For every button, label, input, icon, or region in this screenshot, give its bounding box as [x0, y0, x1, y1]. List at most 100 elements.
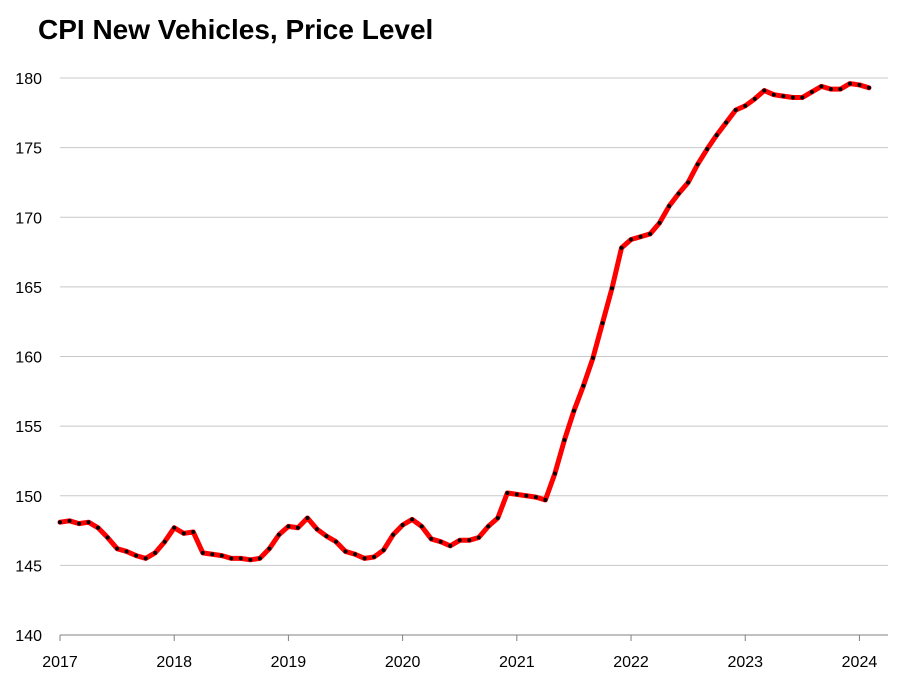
data-point	[124, 549, 129, 554]
data-point	[286, 524, 291, 529]
data-point	[600, 321, 605, 326]
data-point	[238, 556, 243, 561]
data-point	[381, 548, 386, 553]
data-point	[476, 535, 481, 540]
data-point	[267, 546, 272, 551]
data-point	[67, 518, 72, 523]
data-point	[229, 556, 234, 561]
y-axis-labels: 140 145 150 155 160 165 170 175 180	[15, 71, 42, 645]
data-point	[153, 550, 158, 555]
data-point	[724, 120, 729, 125]
data-point	[372, 555, 377, 560]
data-point	[210, 552, 215, 557]
data-point	[257, 556, 262, 561]
data-point	[771, 92, 776, 97]
x-tick-label: 2018	[156, 654, 192, 671]
data-point	[495, 516, 500, 521]
data-point	[781, 94, 786, 99]
data-point	[86, 520, 91, 525]
data-point	[391, 532, 396, 537]
data-point	[143, 556, 148, 561]
data-point	[334, 539, 339, 544]
data-point	[77, 521, 82, 526]
data-point	[571, 408, 576, 413]
data-point	[115, 546, 120, 551]
data-point	[162, 539, 167, 544]
data-point	[248, 557, 253, 562]
data-point	[857, 82, 862, 87]
chart-title: CPI New Vehicles, Price Level	[38, 14, 434, 45]
x-tick-label: 2023	[727, 654, 763, 671]
data-point	[410, 517, 415, 522]
data-point	[276, 532, 281, 537]
data-point	[134, 553, 139, 558]
data-point	[438, 539, 443, 544]
data-point	[219, 553, 224, 558]
data-point	[514, 492, 519, 497]
data-point	[838, 87, 843, 92]
y-tick-label: 180	[15, 71, 42, 88]
data-point	[657, 220, 662, 225]
data-point	[705, 147, 710, 152]
x-tick-label: 2022	[613, 654, 649, 671]
series-group	[57, 81, 872, 563]
series-line	[57, 81, 872, 563]
data-point	[448, 543, 453, 548]
y-tick-label: 150	[15, 489, 42, 506]
data-point	[714, 133, 719, 138]
data-point	[695, 162, 700, 167]
y-tick-label: 145	[15, 558, 42, 575]
data-point	[400, 522, 405, 527]
data-point	[467, 538, 472, 543]
data-point	[619, 245, 624, 250]
data-point	[609, 286, 614, 291]
data-point	[847, 81, 852, 86]
data-point	[58, 520, 62, 525]
data-point	[828, 87, 833, 92]
data-point	[590, 355, 595, 360]
data-point	[752, 96, 757, 101]
data-point	[505, 490, 510, 495]
data-point	[181, 531, 186, 536]
data-point	[419, 524, 424, 529]
x-tick-label: 2020	[385, 654, 421, 671]
data-point	[457, 538, 462, 543]
data-point	[96, 525, 101, 530]
data-point	[295, 525, 300, 530]
data-point	[819, 84, 824, 89]
y-tick-label: 155	[15, 419, 42, 436]
y-tick-label: 175	[15, 141, 42, 158]
data-point	[743, 103, 748, 108]
y-tick-label: 165	[15, 280, 42, 297]
data-point	[581, 383, 586, 388]
x-tick-label: 2017	[42, 654, 78, 671]
data-point	[343, 549, 348, 554]
data-point	[638, 234, 643, 239]
y-tick-label: 170	[15, 210, 42, 227]
data-point	[733, 108, 738, 113]
data-point	[353, 552, 358, 557]
data-point	[790, 95, 795, 100]
data-point	[762, 88, 767, 93]
data-point	[105, 535, 110, 540]
data-point	[562, 438, 567, 443]
data-point	[533, 495, 538, 500]
data-point	[200, 550, 205, 555]
x-tick-label: 2024	[842, 654, 878, 671]
data-point	[429, 536, 434, 541]
data-point	[305, 516, 310, 521]
x-axis: 2017 2018 2019 2020 2021 2022 2023 2024	[42, 634, 888, 671]
grid-lines	[60, 77, 888, 566]
data-point	[800, 95, 805, 100]
data-point	[667, 204, 672, 209]
data-point	[543, 497, 548, 502]
data-point	[552, 471, 557, 476]
y-tick-label: 160	[15, 350, 42, 367]
x-tick-label: 2019	[271, 654, 307, 671]
data-point	[809, 89, 814, 94]
data-point	[686, 180, 691, 185]
data-point	[191, 529, 196, 534]
data-point	[676, 191, 681, 196]
data-point	[866, 85, 871, 90]
